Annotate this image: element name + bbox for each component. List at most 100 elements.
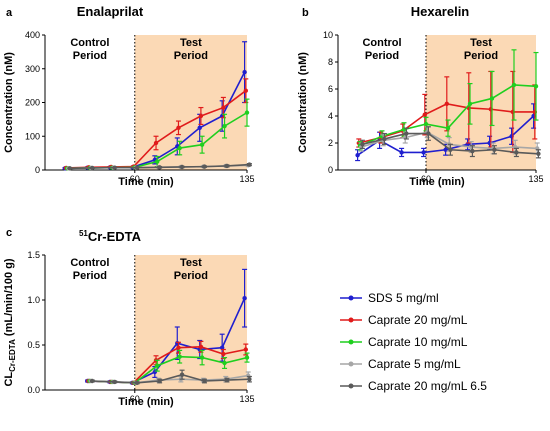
- legend-entry: Caprate 10 mg/mL: [340, 335, 468, 349]
- data-point: [244, 355, 250, 360]
- data-point: [153, 140, 159, 146]
- y-tick-label: 0: [35, 165, 40, 175]
- data-point: [202, 378, 207, 384]
- data-point: [90, 378, 95, 384]
- panel-title-superscript: 51: [79, 229, 88, 238]
- control-period-label: Control: [362, 37, 401, 49]
- data-point: [155, 159, 160, 164]
- y-axis-label-main: CL: [3, 372, 15, 387]
- data-point: [179, 372, 185, 377]
- panel-title-text: Cr-EDTA: [88, 229, 142, 244]
- data-point: [467, 101, 473, 107]
- panel-letter: b: [302, 7, 309, 19]
- y-tick-label: 2: [328, 138, 333, 148]
- data-point: [511, 82, 517, 88]
- data-point: [155, 363, 160, 368]
- data-point: [67, 166, 73, 171]
- data-point: [157, 378, 162, 384]
- data-point: [224, 377, 230, 383]
- y-tick-label: 1.0: [27, 295, 40, 305]
- data-point: [445, 125, 451, 131]
- data-point: [177, 354, 182, 359]
- data-point: [219, 345, 225, 350]
- y-axis-label-sub: Cr-EDTA: [8, 339, 17, 372]
- x-tick-label: 135: [528, 174, 543, 184]
- panel-letter: c: [6, 227, 12, 239]
- panel-title: 51Cr-EDTA: [79, 229, 142, 244]
- y-tick-label: 200: [25, 98, 40, 108]
- data-point: [176, 125, 181, 131]
- data-point: [202, 164, 207, 169]
- data-point: [157, 165, 162, 170]
- data-point: [199, 355, 205, 360]
- control-period-label: Control: [70, 257, 109, 269]
- data-point: [489, 96, 495, 101]
- data-point: [197, 125, 202, 131]
- data-point: [222, 123, 227, 129]
- legend-swatch-marker: [348, 361, 354, 367]
- data-point: [404, 131, 409, 136]
- x-axis-label: Time (min): [118, 176, 174, 188]
- data-point: [470, 148, 475, 154]
- data-point: [536, 151, 541, 156]
- data-point: [199, 142, 205, 147]
- data-point: [443, 147, 448, 152]
- data-point: [221, 351, 226, 357]
- data-point: [355, 152, 360, 158]
- data-point: [448, 147, 453, 152]
- y-tick-label: 0.0: [27, 385, 40, 395]
- data-point: [244, 110, 250, 115]
- x-tick-label: 135: [239, 394, 254, 404]
- legend-entry: Caprate 20 mg/mL: [340, 313, 468, 327]
- series-caprate-20-mg-ml-6-5: [359, 126, 541, 159]
- data-point: [492, 147, 497, 152]
- test-period-label: Period: [174, 50, 208, 62]
- y-tick-label: 0: [328, 165, 333, 175]
- legend-label: Caprate 20 mg/mL: [368, 313, 468, 327]
- y-tick-label: 6: [328, 84, 333, 94]
- test-period-label: Period: [174, 270, 208, 282]
- data-point: [221, 105, 226, 110]
- x-tick-label: 135: [239, 174, 254, 184]
- test-period-shade: [134, 255, 247, 390]
- data-point: [112, 379, 117, 385]
- series-caprate-20-mg-ml-6-5: [89, 369, 252, 385]
- data-point: [421, 150, 426, 155]
- legend-label: Caprate 10 mg/mL: [368, 335, 468, 349]
- data-point: [176, 345, 181, 350]
- data-point: [224, 163, 230, 169]
- data-point: [247, 162, 252, 167]
- control-period-label: Period: [73, 270, 107, 282]
- control-period-label: Control: [70, 37, 109, 49]
- legend-swatch-marker: [348, 295, 354, 301]
- y-tick-label: 300: [25, 64, 40, 74]
- data-point: [444, 101, 449, 107]
- legend: SDS 5 mg/ml Caprate 20 mg/mL Caprate 10 mg…: [340, 291, 487, 393]
- data-point: [222, 360, 227, 366]
- y-axis-label: Concentration (nM): [3, 52, 15, 153]
- legend-entry: Caprate 20 mg/mL 6.5: [340, 379, 487, 393]
- test-period-label: Test: [180, 257, 202, 269]
- y-tick-label: 100: [25, 131, 40, 141]
- y-tick-label: 400: [25, 30, 40, 40]
- data-point: [422, 112, 427, 117]
- data-point: [514, 150, 519, 155]
- x-tick-label: 60: [421, 174, 431, 184]
- data-point: [533, 84, 539, 89]
- legend-entry: SDS 5 mg/ml: [340, 291, 439, 305]
- legend-swatch-marker: [348, 383, 354, 389]
- control-period-label: Period: [73, 50, 107, 62]
- y-tick-label: 4: [328, 111, 333, 121]
- x-tick-label: 60: [130, 394, 140, 404]
- data-point: [426, 131, 431, 136]
- data-point: [152, 369, 158, 375]
- panel-letter: a: [6, 7, 13, 19]
- legend-label: SDS 5 mg/ml: [368, 291, 439, 305]
- legend-swatch-marker: [348, 317, 354, 323]
- data-point: [179, 164, 185, 170]
- control-period-label: Period: [365, 50, 399, 62]
- data-point: [423, 121, 429, 127]
- y-tick-label: 10: [323, 30, 333, 40]
